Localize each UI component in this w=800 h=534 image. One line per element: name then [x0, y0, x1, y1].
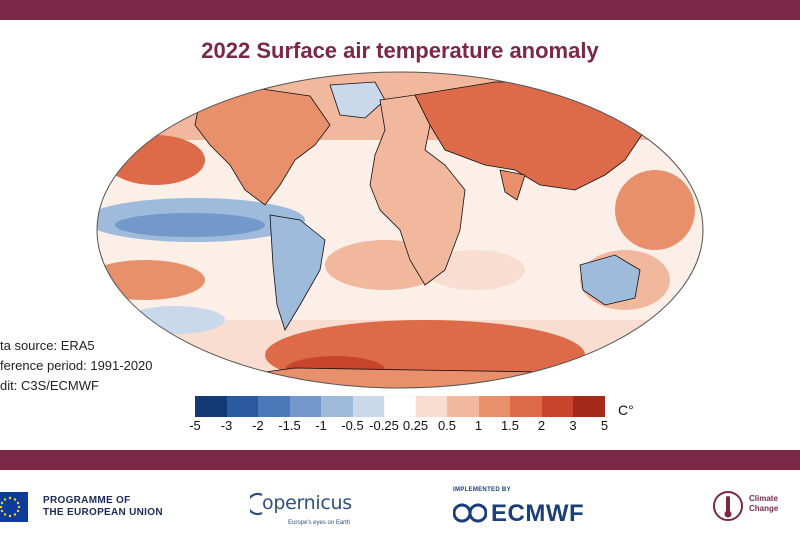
legend-tick-label: -1 — [315, 418, 327, 433]
legend-swatch — [447, 396, 479, 417]
copernicus-tagline: Europe's eyes on Earth — [288, 520, 351, 526]
thermometer-globe-icon — [713, 491, 743, 521]
ecmwf-wave-icon — [453, 503, 487, 523]
data-source-text: ta source: ERA5 — [0, 338, 95, 353]
legend-swatch — [478, 396, 511, 417]
legend-swatch — [415, 396, 448, 417]
legend-tick-label: -5 — [189, 418, 201, 433]
north-america-land — [194, 87, 331, 206]
color-legend: -5 -3 -2 -1.5 -1 -0.5 -0.25 0.25 0.5 1 1.5 2 3 5 C° — [0, 394, 800, 434]
climate-change-text: Climate Change — [749, 494, 778, 514]
climate-change-logo: Climate Change — [712, 488, 778, 529]
australia-land — [579, 254, 641, 306]
legend-tick-label: 0.25 — [402, 418, 429, 433]
legend-tick-label: 1.5 — [500, 418, 520, 433]
reference-period-text: ference period: 1991-2020 — [0, 358, 153, 373]
map-title: 2022 Surface air temperature anomaly — [201, 38, 599, 63]
eu-line-1: PROGRAMME OF — [43, 495, 131, 506]
south-america-land — [269, 214, 326, 331]
footer-divider-band — [0, 450, 800, 470]
legend-swatch — [289, 396, 322, 417]
legend-tick-label: 3 — [569, 418, 577, 433]
legend-tick-label: 2 — [537, 418, 546, 433]
cc-line-2: Change — [749, 504, 779, 513]
north-pacific-warm — [105, 135, 205, 185]
credit-text: dit: C3S/ECMWF — [0, 378, 99, 393]
legend-swatch — [321, 396, 353, 417]
pacific-cold-core — [115, 213, 265, 237]
legend-tick-label: 1 — [474, 418, 483, 433]
legend-swatch — [226, 396, 259, 417]
copernicus-wordmark: opernicus — [262, 492, 352, 514]
legend-tick-label: -1.5 — [278, 418, 301, 433]
legend-tick-label: -3 — [220, 418, 233, 433]
ecmwf-implemented-by: IMPLEMENTED BY — [453, 487, 511, 493]
south-pacific-cool — [125, 306, 225, 334]
eu-programme-text: PROGRAMME OF THE EUROPEAN UNION — [43, 495, 163, 519]
footer-logos: PROGRAMME OF THE EUROPEAN UNION opernicu… — [0, 470, 800, 534]
cc-line-1: Climate — [749, 494, 778, 503]
legend-swatch — [384, 396, 416, 417]
top-band — [0, 0, 800, 20]
ecmwf-wordmark: ECMWF — [491, 500, 585, 527]
legend-unit: C° — [618, 402, 634, 418]
legend-tick-label: -2 — [252, 418, 264, 433]
legend-tick-label: 0.5 — [437, 418, 457, 433]
eu-flag-icon — [0, 492, 28, 522]
west-pacific-warm — [615, 170, 695, 250]
india-land — [499, 169, 526, 201]
greenland-land — [329, 81, 386, 119]
europe-africa-land — [369, 94, 466, 286]
legend-swatch — [573, 396, 605, 417]
legend-swatch — [258, 396, 290, 417]
eu-line-2: THE EUROPEAN UNION — [43, 507, 163, 518]
copernicus-c-icon — [250, 492, 263, 516]
legend-tick-label: -0.25 — [369, 418, 399, 433]
indian-ocean-warm — [425, 250, 525, 290]
legend-tick-label: 5 — [600, 418, 609, 433]
legend-swatch — [352, 396, 385, 417]
metadata-block: ta source: ERA5 ference period: 1991-202… — [0, 336, 153, 396]
legend-swatch — [541, 396, 574, 417]
legend-swatch — [195, 396, 227, 417]
world-anomaly-map — [96, 71, 704, 389]
legend-swatch — [510, 396, 542, 417]
globe-outline — [96, 71, 704, 389]
legend-tick-label: -0.5 — [341, 418, 364, 433]
